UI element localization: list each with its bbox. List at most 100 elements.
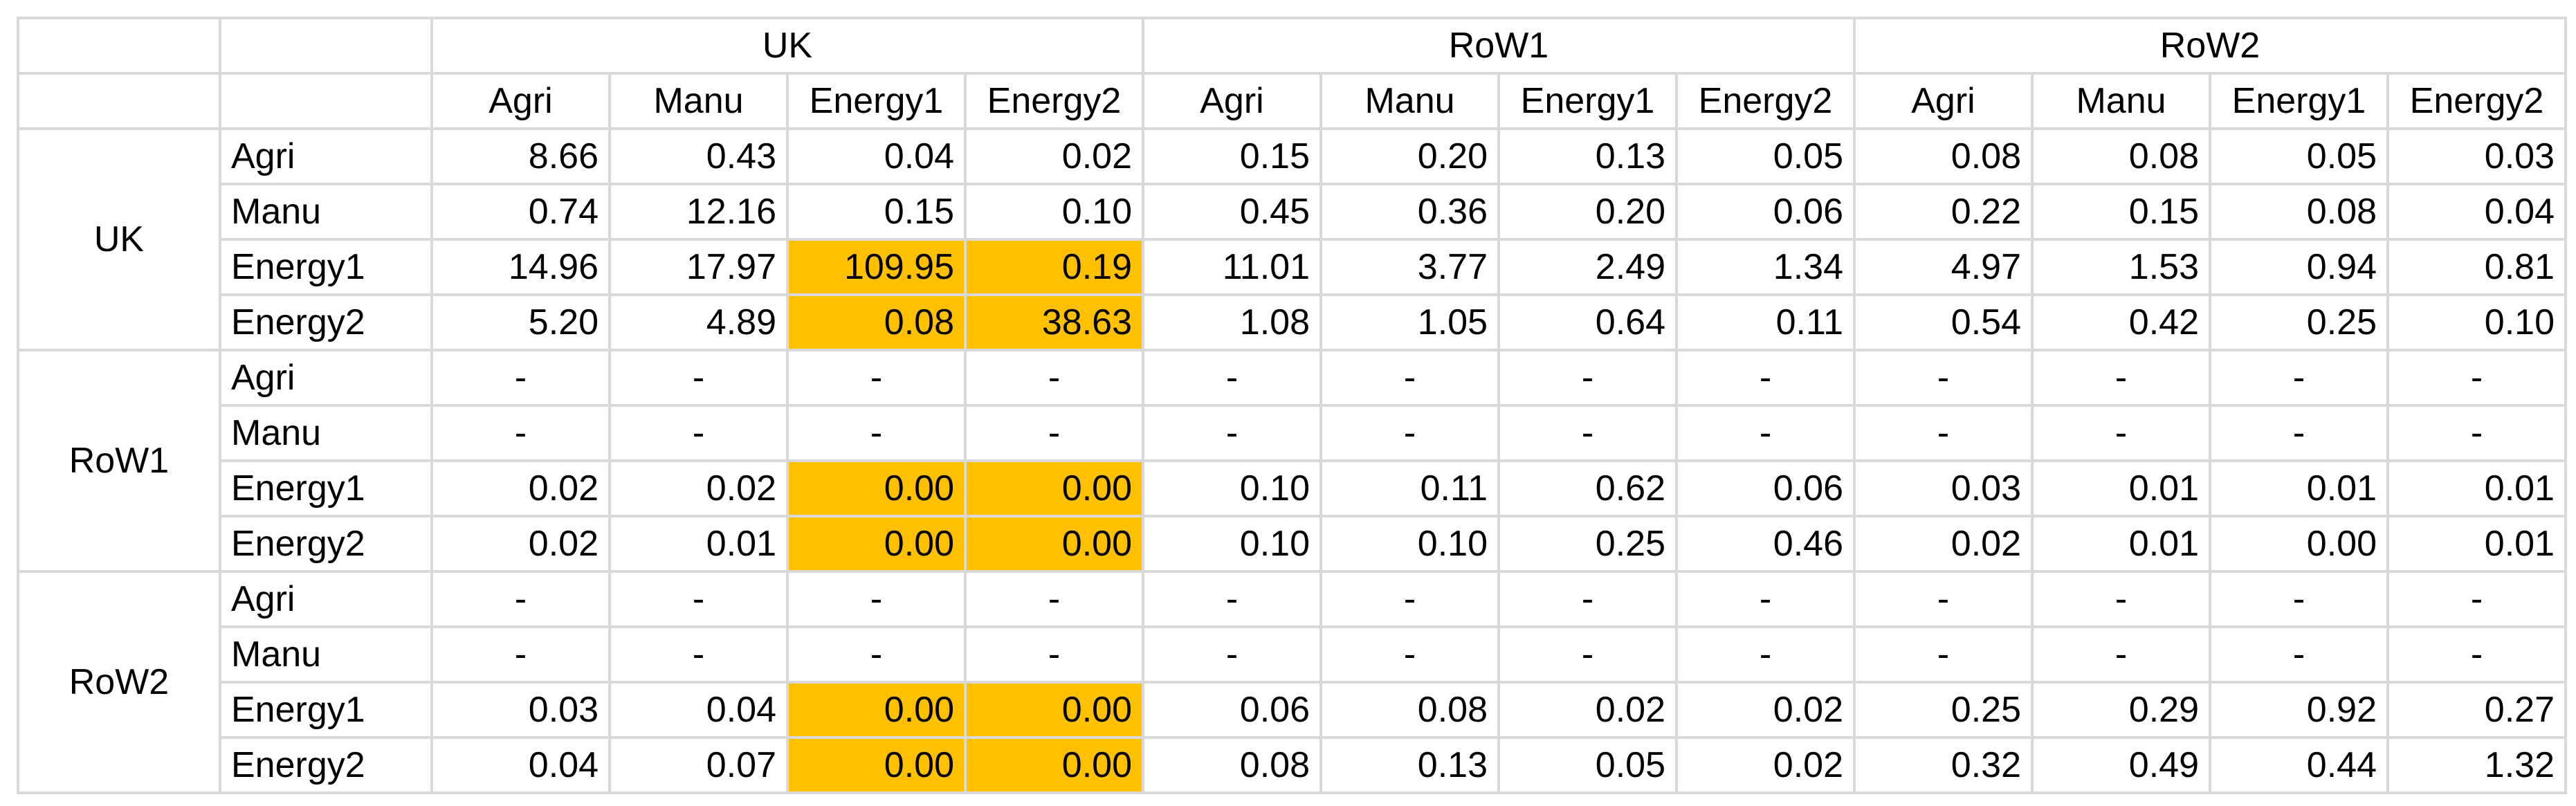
value-cell: 11.01 bbox=[1142, 238, 1322, 296]
value-cell: 0.05 bbox=[2209, 127, 2389, 185]
sector-label: Energy2 bbox=[219, 293, 433, 351]
value-cell: 0.19 bbox=[964, 238, 1144, 296]
value-cell: - bbox=[2031, 349, 2211, 407]
table-row: Agri Manu Energy1 Energy2 Agri Manu Energy1 Ene… bbox=[17, 72, 2567, 130]
value-cell: 2.49 bbox=[1497, 238, 1678, 296]
value-cell: 0.05 bbox=[1497, 736, 1678, 794]
value-cell: 0.74 bbox=[430, 183, 611, 241]
value-cell: 0.00 bbox=[786, 515, 967, 573]
value-cell: 0.20 bbox=[1497, 183, 1678, 241]
table-row: UK Agri 8.66 0.43 0.04 0.02 0.15 0.20 0.13 0.05 0.… bbox=[17, 127, 2567, 351]
value-cell: 1.05 bbox=[1319, 293, 1500, 351]
sector-label: Manu bbox=[219, 183, 433, 241]
sector-label: Energy2 bbox=[219, 515, 433, 573]
value-cell: 0.01 bbox=[2031, 515, 2211, 573]
value-cell: 0.13 bbox=[1497, 127, 1678, 185]
sector-label: Energy1 bbox=[219, 459, 433, 518]
value-cell: 0.00 bbox=[786, 736, 967, 794]
value-cell: 0.11 bbox=[1675, 293, 1856, 351]
value-cell: 0.00 bbox=[964, 459, 1144, 518]
value-cell: - bbox=[964, 404, 1144, 462]
value-cell: 0.64 bbox=[1497, 293, 1678, 351]
sector-header: Manu bbox=[2031, 72, 2211, 130]
value-cell: 0.06 bbox=[1142, 681, 1322, 739]
value-cell: - bbox=[1675, 404, 1856, 462]
value-cell: 0.00 bbox=[964, 681, 1144, 739]
value-cell: - bbox=[2386, 349, 2567, 407]
value-cell: - bbox=[964, 625, 1144, 684]
value-cell: - bbox=[1142, 625, 1322, 684]
value-cell: 0.32 bbox=[1853, 736, 2034, 794]
table-row: Energy2 5.20 4.89 0.08 38.63 1.08 1.05 0.64 0.11… bbox=[18, 293, 2567, 351]
value-cell: 0.02 bbox=[608, 459, 789, 518]
value-cell: 0.15 bbox=[1142, 127, 1322, 185]
value-cell: 0.81 bbox=[2386, 238, 2567, 296]
value-cell: 0.10 bbox=[2386, 293, 2567, 351]
value-cell: - bbox=[2209, 625, 2389, 684]
value-cell: 0.02 bbox=[1497, 681, 1678, 739]
value-cell: - bbox=[2386, 404, 2567, 462]
value-cell: 0.08 bbox=[786, 293, 967, 351]
value-cell: 0.03 bbox=[1853, 459, 2034, 518]
value-cell: 1.34 bbox=[1675, 238, 1856, 296]
corner-cell bbox=[17, 72, 221, 130]
value-cell: - bbox=[2209, 349, 2389, 407]
value-cell: 0.01 bbox=[2209, 459, 2389, 518]
value-cell: 1.53 bbox=[2031, 238, 2211, 296]
value-cell: 0.01 bbox=[2386, 459, 2567, 518]
table-row: Energy1 14.96 17.97 109.95 0.19 11.01 3.77 2.49… bbox=[18, 238, 2567, 296]
value-cell: 0.94 bbox=[2209, 238, 2389, 296]
table-row: RoW2 Agri - - - - - - - - - - - - bbox=[17, 570, 2567, 794]
value-cell: 0.08 bbox=[2209, 183, 2389, 241]
value-cell: 0.04 bbox=[430, 736, 611, 794]
value-cell: 0.13 bbox=[1319, 736, 1500, 794]
value-cell: 0.54 bbox=[1853, 293, 2034, 351]
value-cell: 0.10 bbox=[964, 183, 1144, 241]
value-cell: - bbox=[1853, 349, 2034, 407]
value-cell: 0.07 bbox=[608, 736, 789, 794]
value-cell: 0.10 bbox=[1319, 515, 1500, 573]
value-cell: - bbox=[1319, 625, 1500, 684]
value-cell: 0.45 bbox=[1142, 183, 1322, 241]
sector-label: Energy2 bbox=[219, 736, 433, 794]
value-cell: 4.97 bbox=[1853, 238, 2034, 296]
value-cell: 0.29 bbox=[2031, 681, 2211, 739]
value-cell: - bbox=[2031, 625, 2211, 684]
value-cell: - bbox=[608, 570, 789, 628]
value-cell: 0.08 bbox=[1319, 681, 1500, 739]
value-cell: 0.43 bbox=[608, 127, 789, 185]
value-cell: - bbox=[1319, 349, 1500, 407]
value-cell: - bbox=[608, 404, 789, 462]
value-cell: - bbox=[2209, 570, 2389, 628]
value-cell: 0.08 bbox=[1142, 736, 1322, 794]
value-cell: - bbox=[2209, 404, 2389, 462]
table-row: Energy1 0.03 0.04 0.00 0.00 0.06 0.08 0.02 0.02 0… bbox=[18, 681, 2567, 739]
value-cell: 1.08 bbox=[1142, 293, 1322, 351]
sector-label: Agri bbox=[219, 570, 433, 628]
value-cell: 0.15 bbox=[786, 183, 967, 241]
value-cell: 4.89 bbox=[608, 293, 789, 351]
table-row: Energy1 0.02 0.02 0.00 0.00 0.10 0.11 0.62 0.06 0… bbox=[18, 459, 2567, 518]
value-cell: - bbox=[1675, 570, 1856, 628]
value-cell: 0.25 bbox=[1497, 515, 1678, 573]
value-cell: 0.02 bbox=[430, 459, 611, 518]
value-cell: 0.02 bbox=[430, 515, 611, 573]
table-row: Manu - - - - - - - - - - - - bbox=[18, 625, 2567, 684]
sector-header: Energy1 bbox=[786, 72, 967, 130]
sector-label: Energy1 bbox=[219, 238, 433, 296]
value-cell: - bbox=[1142, 404, 1322, 462]
value-cell: 0.44 bbox=[2209, 736, 2389, 794]
region-label: RoW2 bbox=[17, 570, 221, 794]
value-cell: 0.04 bbox=[786, 127, 967, 185]
value-cell: 0.10 bbox=[1142, 515, 1322, 573]
value-cell: - bbox=[430, 404, 611, 462]
value-cell: 38.63 bbox=[964, 293, 1144, 351]
sector-header: Agri bbox=[430, 72, 611, 130]
sector-header: Energy2 bbox=[2386, 72, 2567, 130]
value-cell: 0.00 bbox=[964, 515, 1144, 573]
table-row: Manu - - - - - - - - - - - - bbox=[18, 404, 2567, 462]
value-cell: 0.08 bbox=[1853, 127, 2034, 185]
value-cell: - bbox=[1319, 570, 1500, 628]
value-cell: - bbox=[1675, 625, 1856, 684]
